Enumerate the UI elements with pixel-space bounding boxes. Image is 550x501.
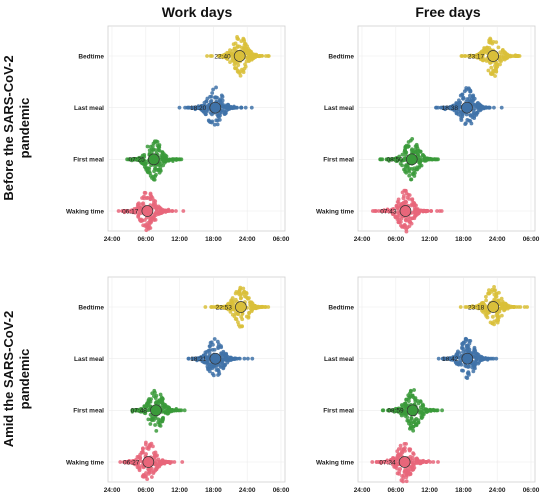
median-marker	[147, 153, 160, 166]
x-tick-label: 06:00	[523, 487, 540, 494]
category-label: Waking time	[316, 459, 354, 466]
x-tick-label: 12:00	[171, 487, 188, 494]
x-tick-label: 24:00	[354, 236, 371, 243]
median-marker	[209, 352, 222, 365]
median-time-label: 06:17	[122, 208, 139, 215]
median-time-label: 18:20	[190, 105, 207, 112]
x-tick-label: 18:00	[205, 236, 222, 243]
x-tick-label: 24:00	[239, 236, 256, 243]
median-marker	[398, 456, 411, 468]
median-marker	[487, 50, 500, 62]
category-label: Last meal	[324, 105, 354, 112]
distribution-bedtime	[459, 36, 522, 78]
category-label: First meal	[323, 157, 354, 164]
median-time-label: 18:42	[442, 356, 459, 363]
median-time-label: 07:48	[131, 408, 148, 415]
distribution-bedtime	[203, 285, 271, 329]
median-marker	[142, 456, 155, 468]
category-label: Bedtime	[328, 53, 354, 60]
median-time-label: 07:43	[380, 208, 397, 215]
category-label: Bedtime	[328, 304, 354, 311]
row-title-0: Before the SARS-CoV-2 pandemic	[1, 55, 32, 200]
row-title-line2: pandemic	[17, 98, 32, 159]
category-label: Last meal	[324, 356, 354, 363]
row-title-1: Amid the SARS-CoV-2 pandemic	[1, 311, 32, 448]
median-time-label: 06:27	[123, 459, 140, 466]
x-tick-label: 24:00	[354, 487, 371, 494]
median-marker	[461, 352, 474, 365]
median-marker	[399, 205, 412, 217]
category-label: First meal	[73, 408, 104, 415]
median-marker	[406, 404, 419, 417]
category-label: Last meal	[74, 356, 104, 363]
median-time-label: 22:53	[216, 304, 233, 311]
median-marker	[405, 153, 418, 166]
category-label: Waking time	[66, 459, 104, 466]
panel-r1-c1: Bedtime Last meal First meal Waking time 24:…	[316, 276, 540, 494]
panel-r1-c0: Bedtime Last meal First meal Waking time 24:…	[66, 276, 290, 494]
distribution-first-meal	[125, 139, 184, 182]
x-tick-label: 12:00	[421, 487, 438, 494]
x-tick-label: 12:00	[171, 236, 188, 243]
distribution-bedtime	[458, 284, 530, 327]
median-marker	[141, 205, 154, 217]
distribution-last-meal	[186, 337, 255, 378]
x-tick-label: 12:00	[421, 236, 438, 243]
median-time-label: 07:25	[129, 157, 146, 164]
panel-frame	[107, 276, 286, 483]
median-time-label: 23:17	[468, 53, 485, 60]
category-label: Waking time	[316, 208, 354, 215]
x-tick-label: 24:00	[104, 236, 121, 243]
category-label: Bedtime	[78, 304, 104, 311]
col-title-work: Work days	[162, 4, 233, 20]
col-title-free: Free days	[415, 4, 481, 20]
x-tick-label: 18:00	[455, 236, 472, 243]
median-time-label: 23:18	[468, 304, 485, 311]
distribution-bedtime	[205, 35, 271, 78]
row-title-line2: pandemic	[17, 349, 32, 410]
median-marker	[150, 404, 162, 417]
median-time-label: 22:40	[214, 53, 231, 60]
category-label: First meal	[323, 408, 354, 415]
median-marker	[235, 301, 247, 313]
median-marker	[461, 101, 473, 114]
x-tick-label: 06:00	[273, 236, 290, 243]
distribution-waking-time	[118, 440, 185, 482]
median-marker	[209, 101, 222, 114]
x-tick-label: 24:00	[104, 487, 121, 494]
category-label: Waking time	[66, 208, 104, 215]
median-time-label: 07:34	[379, 459, 396, 466]
x-tick-label: 24:00	[489, 236, 506, 243]
panel-r0-c0: Bedtime Last meal First meal Waking time 24:…	[66, 25, 290, 243]
x-tick-label: 06:00	[387, 487, 404, 494]
panel-frame	[107, 25, 286, 232]
row-title-line1: Amid the SARS-CoV-2	[1, 311, 16, 448]
median-marker	[487, 301, 500, 313]
x-tick-label: 06:00	[523, 236, 540, 243]
category-label: Last meal	[74, 105, 104, 112]
median-time-label: 08:59	[387, 408, 404, 415]
panel-r0-c1: Bedtime Last meal First meal Waking time 24:…	[316, 25, 540, 243]
median-time-label: 18:38	[442, 105, 459, 112]
category-label: Bedtime	[78, 53, 104, 60]
x-tick-label: 24:00	[239, 487, 256, 494]
x-tick-label: 18:00	[205, 487, 222, 494]
x-tick-label: 24:00	[489, 487, 506, 494]
row-title-line1: Before the SARS-CoV-2	[1, 55, 16, 200]
x-tick-label: 06:00	[387, 236, 404, 243]
x-tick-label: 18:00	[455, 487, 472, 494]
x-tick-label: 06:00	[137, 236, 154, 243]
median-time-label: 18:21	[190, 356, 207, 363]
category-label: First meal	[73, 157, 104, 164]
x-tick-label: 06:00	[137, 487, 154, 494]
median-marker	[233, 50, 246, 62]
median-time-label: 08:50	[386, 157, 403, 164]
x-tick-label: 06:00	[273, 487, 290, 494]
